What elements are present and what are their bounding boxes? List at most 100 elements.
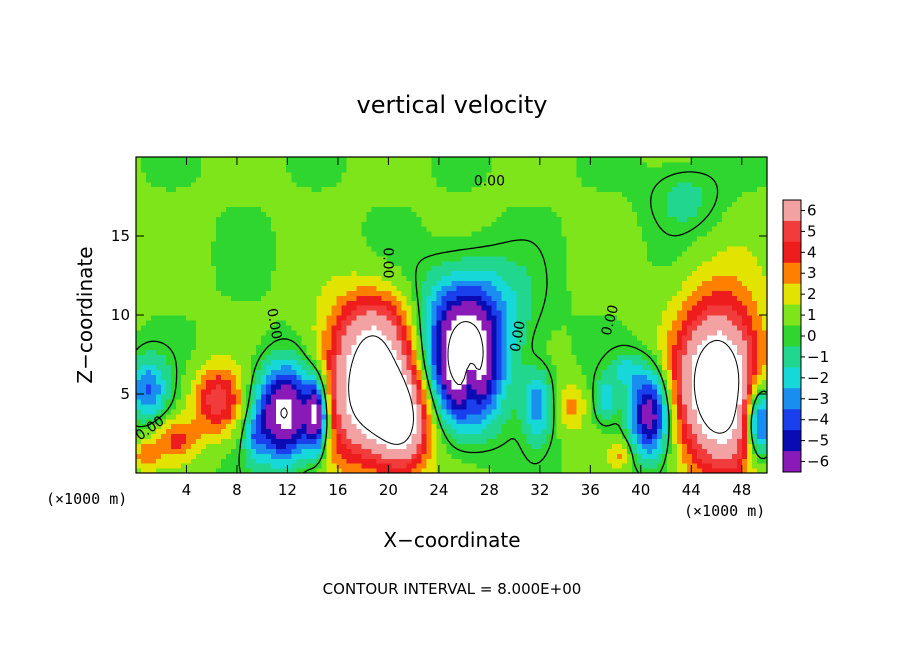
field-cell bbox=[231, 349, 237, 356]
field-cell bbox=[561, 369, 568, 375]
field-cell bbox=[256, 280, 262, 286]
field-cell bbox=[666, 463, 673, 469]
field-cell bbox=[286, 285, 292, 291]
field-cell bbox=[746, 364, 753, 370]
field-cell bbox=[491, 305, 498, 311]
field-cell bbox=[146, 458, 152, 464]
field-cell bbox=[441, 280, 448, 286]
field-cell bbox=[386, 290, 393, 296]
field-cell bbox=[401, 453, 408, 459]
field-cell bbox=[186, 398, 192, 405]
field-cell bbox=[301, 418, 307, 425]
field-cell bbox=[406, 280, 413, 286]
field-cell bbox=[326, 433, 332, 440]
field-cell bbox=[356, 369, 362, 375]
field-cell bbox=[501, 329, 508, 336]
field-cell bbox=[761, 448, 767, 454]
field-cell bbox=[641, 403, 648, 410]
field-cell bbox=[206, 408, 212, 415]
field-cell bbox=[636, 398, 643, 405]
field-cell bbox=[276, 379, 282, 385]
field-cell bbox=[551, 384, 558, 390]
field-cell bbox=[651, 428, 658, 435]
field-cell bbox=[721, 305, 728, 311]
field-cell bbox=[626, 403, 633, 410]
field-cell bbox=[726, 290, 733, 296]
field-cell bbox=[151, 339, 157, 346]
field-cell bbox=[726, 310, 733, 316]
field-cell bbox=[366, 310, 372, 316]
field-cell bbox=[676, 468, 683, 473]
field-cell bbox=[231, 315, 237, 321]
field-cell bbox=[746, 349, 753, 356]
field-cell bbox=[231, 290, 237, 296]
field-cell bbox=[751, 295, 758, 301]
field-cell bbox=[471, 295, 478, 301]
field-cell bbox=[456, 384, 463, 390]
field-cell bbox=[576, 418, 583, 425]
field-cell bbox=[521, 359, 528, 365]
field-cell bbox=[151, 389, 157, 395]
field-cell bbox=[676, 453, 683, 459]
field-cell bbox=[411, 319, 418, 326]
field-cell bbox=[366, 364, 372, 370]
field-cell bbox=[426, 453, 433, 459]
field-cell bbox=[266, 408, 272, 415]
field-cell bbox=[351, 329, 357, 336]
field-cell bbox=[706, 364, 713, 370]
field-cell bbox=[511, 339, 518, 346]
field-cell bbox=[241, 398, 247, 405]
field-cell bbox=[691, 300, 698, 306]
field-cell bbox=[681, 324, 688, 331]
field-cell bbox=[311, 403, 317, 410]
field-cell bbox=[191, 285, 197, 291]
field-cell bbox=[586, 458, 593, 464]
field-cell bbox=[456, 359, 463, 365]
field-cell bbox=[256, 458, 262, 464]
field-cell bbox=[716, 389, 723, 395]
field-cell bbox=[741, 310, 748, 316]
field-cell bbox=[536, 374, 543, 380]
field-cell bbox=[256, 324, 262, 331]
field-cell bbox=[181, 290, 187, 296]
field-cell bbox=[191, 324, 197, 331]
field-cell bbox=[546, 384, 553, 390]
field-cell bbox=[591, 359, 598, 365]
field-cell bbox=[241, 428, 247, 435]
field-cell bbox=[186, 354, 192, 361]
field-cell bbox=[691, 285, 698, 291]
field-cell bbox=[186, 408, 192, 415]
field-cell bbox=[351, 379, 357, 385]
field-cell bbox=[341, 389, 347, 395]
field-cell bbox=[321, 468, 327, 473]
field-cell bbox=[686, 408, 693, 415]
field-cell bbox=[331, 364, 337, 370]
field-cell bbox=[696, 448, 703, 454]
field-cell bbox=[421, 374, 428, 380]
field-cell bbox=[181, 458, 187, 464]
field-cell bbox=[641, 453, 648, 459]
field-cell bbox=[161, 438, 167, 444]
field-cell bbox=[511, 428, 518, 435]
field-cell bbox=[391, 364, 398, 370]
field-cell bbox=[436, 349, 443, 356]
field-cell bbox=[446, 280, 453, 286]
field-cell bbox=[661, 290, 668, 296]
field-cell bbox=[196, 364, 202, 370]
field-cell bbox=[566, 433, 573, 440]
field-cell bbox=[581, 329, 588, 336]
field-cell bbox=[571, 344, 578, 351]
field-cell bbox=[596, 329, 603, 336]
field-cell bbox=[431, 290, 438, 296]
field-cell bbox=[716, 290, 723, 296]
field-cell bbox=[756, 334, 763, 341]
field-cell bbox=[136, 379, 142, 385]
field-cell bbox=[221, 280, 227, 286]
field-cell bbox=[266, 468, 272, 473]
field-cell bbox=[701, 354, 708, 361]
field-cell bbox=[191, 364, 197, 370]
field-cell bbox=[616, 369, 623, 375]
field-cell bbox=[666, 458, 673, 464]
field-cell bbox=[686, 349, 693, 356]
field-cell bbox=[761, 408, 767, 415]
